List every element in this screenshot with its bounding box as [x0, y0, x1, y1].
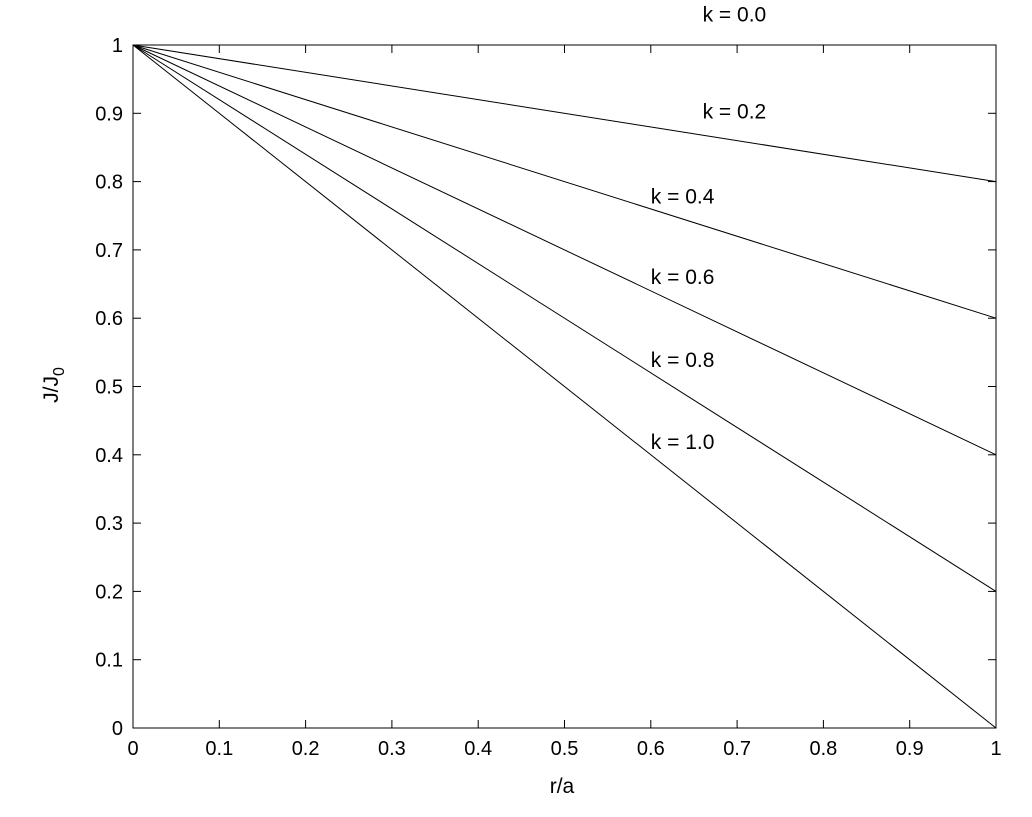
- series-annotation: k = 0.2: [703, 100, 767, 123]
- series-annotation: k = 0.6: [651, 266, 715, 289]
- y-tick-label: 1: [112, 35, 123, 57]
- x-axis-label: r/a: [550, 775, 575, 798]
- x-tick-label: 1: [990, 738, 1001, 760]
- x-tick-label: 0.9: [896, 738, 924, 760]
- series-line-3: [132, 44, 997, 456]
- series-line-1: [132, 44, 997, 183]
- series-annotation: k = 0.4: [651, 186, 715, 209]
- y-axis-label-main: J/J: [40, 376, 63, 403]
- y-tick-label: 0.6: [95, 308, 123, 330]
- y-tick-label: 0.9: [95, 103, 123, 125]
- series-annotation: k = 1.0: [651, 431, 715, 454]
- annotation-layer: k = 0.0 k = 0.2 k = 0.4 k = 0.6 k = 0.8 k = 1…: [651, 3, 766, 454]
- series-line-2: [132, 44, 997, 319]
- x-tick-label: 0.2: [292, 738, 320, 760]
- y-axis-label-subscript: 0: [51, 367, 68, 376]
- y-tick-label: 0.5: [95, 377, 123, 399]
- series-line-4: [132, 44, 997, 592]
- x-tick-label: 0.1: [205, 738, 233, 760]
- x-tick-label: 0.6: [637, 738, 665, 760]
- y-tick-label: 0.7: [95, 240, 123, 262]
- series-line-5: [132, 44, 997, 729]
- x-tick-label: 0.5: [551, 738, 579, 760]
- series-annotation: k = 0.8: [651, 349, 715, 372]
- plot-frame: [132, 44, 997, 729]
- y-tick-label: 0.8: [95, 172, 123, 194]
- x-tick-label: 0.8: [809, 738, 837, 760]
- x-tick-label: 0.7: [723, 738, 751, 760]
- ticks-layer: 0 0.1 0.2 0.3 0.4 0.5 0.6 0.7 0.8 0.9 1 0 0.1 0.2 0.3 0…: [95, 35, 1001, 760]
- y-tick-label: 0.2: [95, 581, 123, 603]
- x-tick-label: 0.3: [378, 738, 406, 760]
- series-layer: [132, 44, 997, 729]
- y-axis-label: J/J0: [40, 367, 68, 403]
- series-annotation: k = 0.0: [703, 3, 767, 26]
- y-tick-label: 0.3: [95, 513, 123, 535]
- y-tick-label: 0.1: [95, 650, 123, 672]
- y-tick-label: 0.4: [95, 445, 123, 467]
- x-tick-label: 0: [127, 738, 138, 760]
- x-tick-label: 0.4: [464, 738, 492, 760]
- y-tick-label: 0: [112, 718, 123, 740]
